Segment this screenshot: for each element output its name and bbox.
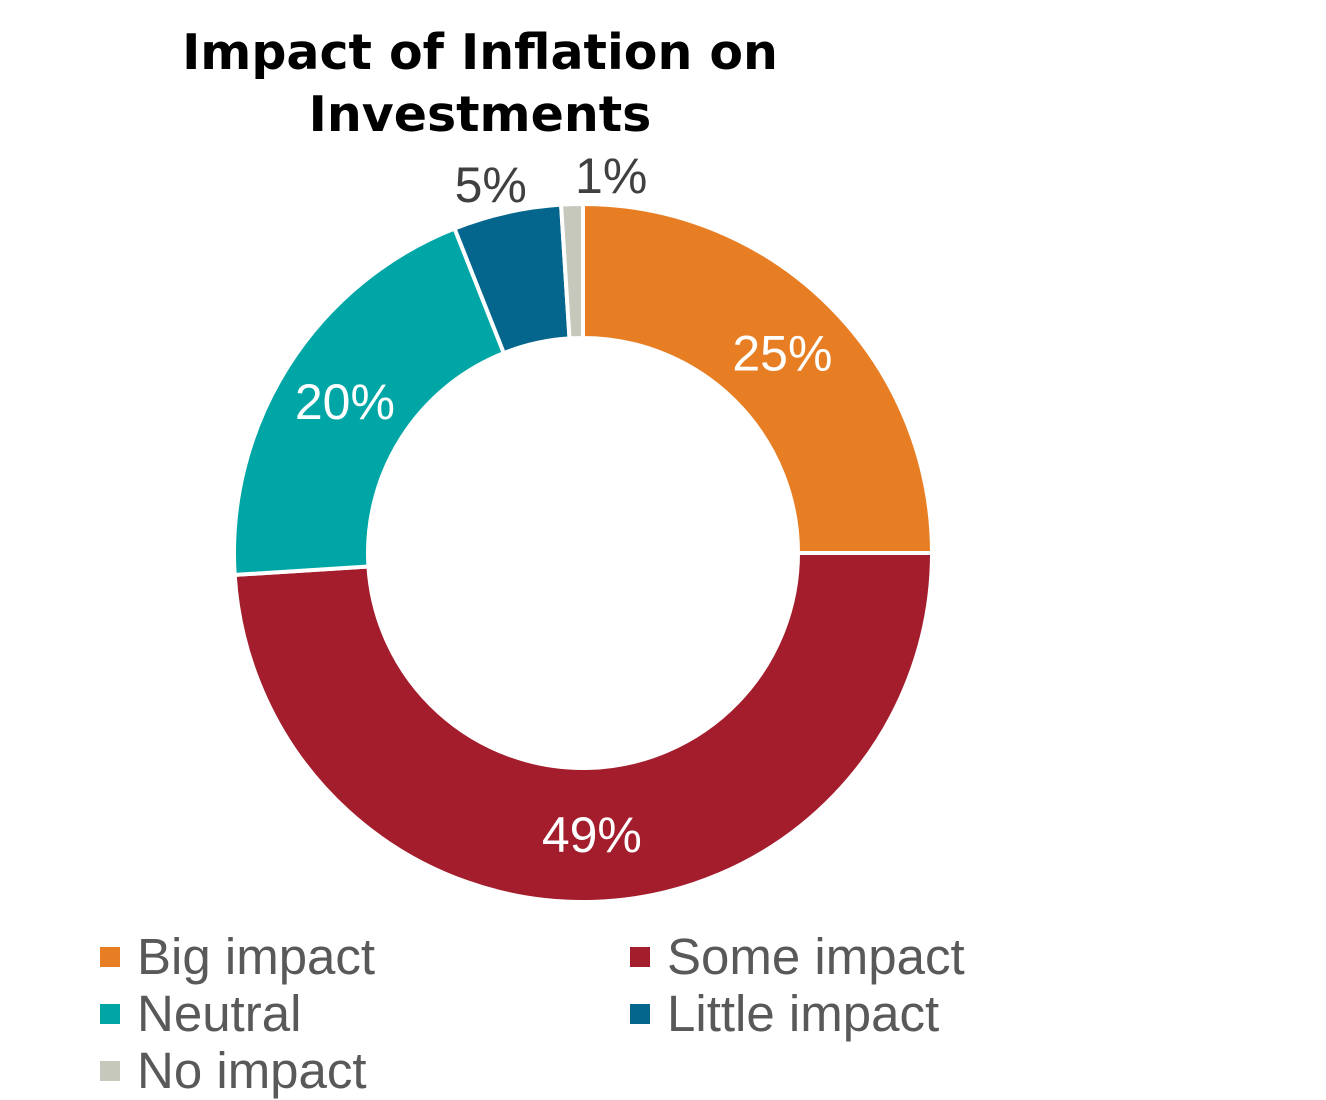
legend-label: Neutral	[137, 985, 302, 1042]
donut-slice-big-impact	[581, 201, 935, 555]
chart-legend: Big impact Some impact Neutral Little im…	[100, 928, 1030, 1099]
legend-item-little-impact: Little impact	[630, 985, 1030, 1042]
legend-item-neutral: Neutral	[100, 985, 630, 1042]
donut-slice-some-impact	[232, 551, 935, 904]
legend-swatch	[100, 946, 120, 967]
legend-label: Some impact	[667, 928, 965, 985]
data-label-little-impact: 5%	[455, 157, 527, 213]
data-label-big-impact: 25%	[732, 326, 832, 382]
legend-label: No impact	[137, 1042, 367, 1099]
legend-swatch	[100, 1060, 120, 1081]
legend-label: Big impact	[137, 928, 376, 985]
data-label-some-impact: 49%	[542, 807, 642, 863]
legend-item-no-impact: No impact	[100, 1042, 630, 1099]
donut-slice-neutral	[232, 225, 507, 578]
chart-title-line-1: Impact of Inflation on	[182, 24, 778, 81]
legend-label: Little impact	[667, 985, 940, 1042]
data-label-no-impact: 1%	[575, 148, 647, 204]
donut-slice-no-impact	[558, 201, 585, 341]
legend-swatch	[630, 1003, 650, 1024]
data-label-neutral: 20%	[295, 374, 395, 430]
legend-item-some-impact: Some impact	[630, 928, 1030, 985]
legend-swatch	[100, 1003, 120, 1024]
chart-title: Impact of Inflation on Investments	[120, 22, 840, 146]
legend-item-big-impact: Big impact	[100, 928, 630, 985]
legend-swatch	[630, 946, 650, 967]
chart-title-line-2: Investments	[308, 86, 652, 143]
